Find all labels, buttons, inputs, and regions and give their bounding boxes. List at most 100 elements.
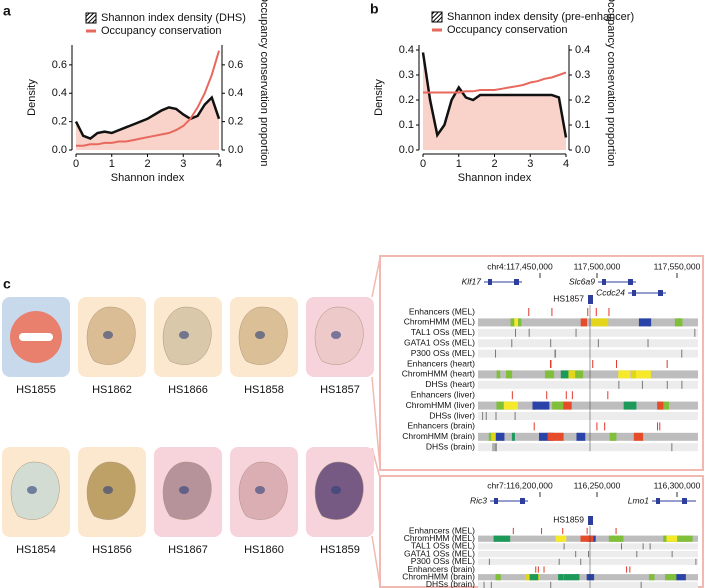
chromatin-state [547, 432, 564, 441]
chromatin-state [586, 574, 595, 581]
chromatin-state [638, 318, 652, 327]
track-label: P300 OSs (MEL) [411, 556, 475, 566]
exon [494, 498, 498, 504]
y2-tick-label: 0.3 [575, 69, 590, 81]
embryo-label: HS1867 [168, 544, 208, 556]
chromatin-state [580, 535, 594, 542]
y-tick-label: 0.2 [52, 116, 67, 128]
element-box [588, 516, 593, 525]
track-label: Enhancers (brain) [407, 564, 475, 574]
track-bg [478, 432, 698, 441]
chromatin-state [491, 432, 500, 441]
expression-stain [331, 486, 341, 494]
y2-tick-label: 0.1 [575, 119, 590, 131]
chromatin-state [568, 370, 584, 379]
y2-tick-label: 0.2 [228, 116, 243, 128]
y-tick-label: 0.2 [399, 94, 414, 106]
x-tick-label: 4 [216, 158, 222, 170]
chromatin-state [631, 370, 636, 379]
exon [656, 498, 660, 504]
legend-swatch [431, 11, 443, 23]
gene-label: Lmo1 [628, 495, 650, 505]
legend-swatch [85, 12, 97, 24]
y-axis-label: Density [373, 79, 385, 116]
chromatin-state [649, 574, 655, 581]
track-bg [478, 370, 698, 379]
track-label: ChromHMM (brain) [402, 431, 475, 441]
legend-label: Shannon index density (DHS) [101, 12, 246, 24]
x-tick-label: 3 [180, 158, 186, 170]
track-label: TAL1 OSs (MEL) [411, 541, 475, 551]
embryo-label: HS1854 [16, 544, 56, 556]
y2-tick-label: 0.6 [228, 59, 243, 71]
chromatin-state [609, 432, 617, 441]
chromatin-state [591, 318, 604, 327]
chromatin-state [552, 401, 564, 410]
expression-stain [179, 486, 189, 494]
track-label: ChromHMM (heart) [402, 369, 475, 379]
chromatin-state [493, 535, 511, 542]
x-tick-label: 1 [109, 158, 115, 170]
chromatin-state [608, 535, 624, 542]
gene-label: Ccdc24 [596, 287, 625, 297]
track-bg [478, 380, 698, 389]
gene-label: Slc6a9 [569, 276, 595, 286]
element-label: HS1857 [553, 293, 584, 303]
embryo-label: HS1862 [92, 384, 132, 396]
chromatin-state [496, 370, 501, 379]
coordinate-label: chr7:116,200,000 [487, 480, 553, 490]
coordinate-label: chr4:117,450,000 [487, 261, 553, 271]
track-label: TAL1 OSs (MEL) [411, 327, 475, 337]
chromatin-state [635, 370, 651, 379]
expression-stain [331, 331, 341, 339]
y-axis-label: Density [26, 79, 38, 116]
track-bg [478, 318, 698, 327]
chromatin-state [544, 370, 555, 379]
legend-swatch [432, 28, 442, 32]
expression-stain [103, 486, 113, 494]
y2-tick-label: 0.4 [228, 87, 243, 99]
track-label: Enhancers (brain) [407, 421, 475, 431]
coordinate-label: 116,250,000 [574, 480, 621, 490]
chromatin-state [580, 318, 587, 327]
series-line [421, 52, 568, 139]
series-line [423, 71, 567, 94]
y-tick-label: 0.4 [399, 44, 414, 56]
exon [628, 279, 633, 285]
chromatin-state [664, 574, 677, 581]
chromatin-state [599, 318, 609, 327]
track-label: Enhancers (heart) [407, 358, 475, 368]
density-area [423, 52, 566, 150]
embryo-label: HS1857 [320, 384, 360, 396]
expression-stain [179, 331, 189, 339]
y-tick-label: 0.1 [399, 119, 414, 131]
coordinate-label: 117,550,000 [654, 261, 701, 271]
x-tick-label: 0 [73, 158, 79, 170]
chromatin-state [538, 432, 554, 441]
legend-label: Shannon index density (pre-enhancer) [447, 11, 634, 23]
track-bg [478, 401, 698, 410]
chromatin-state [618, 370, 631, 379]
browser-frame [379, 255, 704, 471]
density-area [76, 97, 219, 150]
legend-swatch [86, 29, 96, 33]
track-label: ChromHMM (liver) [406, 400, 476, 410]
x-axis-label: Shannon index [458, 172, 532, 184]
track-bg [478, 443, 698, 452]
track-label: ChromHMM (MEL) [404, 317, 475, 327]
chromatin-state [623, 401, 637, 410]
y-tick-label: 0.6 [52, 59, 67, 71]
chromatin-state [674, 318, 681, 327]
chromatin-state [559, 401, 572, 410]
connector [371, 257, 381, 469]
y2-axis-label: Occupancy conservation proportion [258, 0, 270, 167]
x-tick-label: 3 [527, 158, 533, 170]
exon [514, 279, 519, 285]
exon [632, 290, 636, 296]
track-label: GATA1 OSs (MEL) [404, 337, 475, 347]
track-bg [478, 543, 698, 550]
chromatin-state [666, 535, 678, 542]
coordinate-label: 116,300,000 [654, 480, 701, 490]
track-label: GATA1 OSs (MEL) [404, 548, 475, 558]
chromatin-state [633, 432, 644, 441]
